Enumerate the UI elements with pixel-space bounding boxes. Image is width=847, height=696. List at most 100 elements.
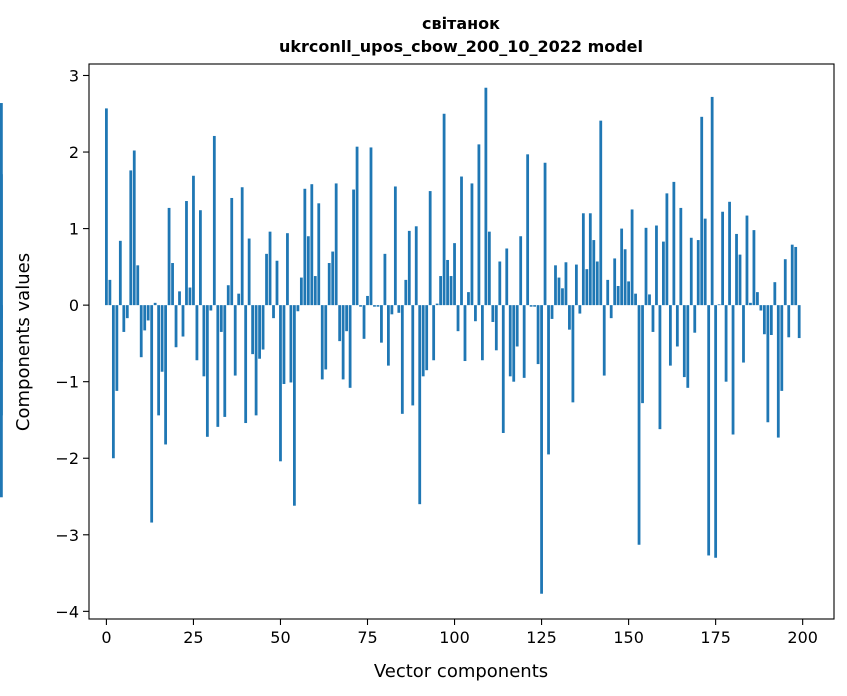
bar xyxy=(174,305,178,348)
x-tick-label: 150 xyxy=(613,628,644,647)
bar xyxy=(125,305,129,319)
x-tick-label: 0 xyxy=(101,628,111,647)
bar xyxy=(111,305,115,459)
bar xyxy=(143,305,147,331)
bar xyxy=(505,248,509,306)
bar xyxy=(581,213,585,306)
bar xyxy=(547,305,550,455)
bar xyxy=(331,251,335,306)
bar xyxy=(752,230,756,306)
bar xyxy=(306,236,310,306)
bar xyxy=(373,305,376,307)
bar xyxy=(554,265,557,306)
y-axis-label: Components values xyxy=(13,253,34,431)
bar xyxy=(272,305,275,319)
x-tick-label: 25 xyxy=(183,628,203,647)
bar xyxy=(195,305,199,361)
bar xyxy=(571,305,575,403)
bar xyxy=(526,154,530,306)
bar xyxy=(606,279,610,306)
bar xyxy=(735,233,738,306)
bar xyxy=(428,191,432,306)
bar xyxy=(265,253,268,306)
bar xyxy=(268,231,272,306)
bar xyxy=(623,249,627,306)
bar xyxy=(181,305,185,337)
bar xyxy=(668,305,672,366)
bar xyxy=(665,193,669,306)
bar xyxy=(122,305,126,332)
bar xyxy=(359,305,362,307)
bar xyxy=(380,305,383,343)
bar xyxy=(376,305,380,307)
bar xyxy=(672,181,676,306)
bar xyxy=(453,243,456,306)
bar xyxy=(432,305,436,361)
bar xyxy=(0,305,3,319)
bar xyxy=(707,305,711,556)
bar xyxy=(568,305,571,330)
bar xyxy=(199,210,202,306)
bar xyxy=(446,259,449,306)
bar xyxy=(150,305,154,523)
bar xyxy=(790,244,794,306)
bar xyxy=(766,305,770,423)
bar xyxy=(745,215,749,306)
bar xyxy=(393,186,397,306)
bar xyxy=(762,305,766,335)
bar xyxy=(588,213,592,306)
bar xyxy=(254,305,258,416)
bar xyxy=(662,241,665,306)
bar xyxy=(686,305,690,388)
bar xyxy=(487,231,491,306)
bar xyxy=(627,281,630,306)
bar xyxy=(387,305,390,366)
bar xyxy=(275,260,279,306)
bar xyxy=(212,135,216,306)
bar xyxy=(226,285,230,306)
bar xyxy=(783,259,787,306)
bar xyxy=(240,187,244,306)
bar xyxy=(620,228,624,306)
y-tick-label: −1 xyxy=(55,373,79,392)
bar xyxy=(714,305,718,558)
bar xyxy=(383,253,387,306)
bar xyxy=(742,305,745,363)
bar xyxy=(209,305,213,311)
bar xyxy=(797,305,801,339)
bar xyxy=(369,147,373,306)
bar xyxy=(543,162,547,306)
bar xyxy=(407,230,411,306)
bar xyxy=(460,176,463,306)
bar xyxy=(467,292,470,306)
bar xyxy=(146,305,150,321)
chart-subtitle: ukrconll_upos_cbow_200_10_2022 model xyxy=(279,37,643,56)
bar xyxy=(651,305,655,332)
plot-area-frame xyxy=(88,63,835,620)
bar xyxy=(512,305,516,382)
bar xyxy=(418,305,422,505)
bar xyxy=(630,209,634,306)
bar xyxy=(484,87,488,306)
bar xyxy=(595,261,599,306)
bar xyxy=(414,226,418,306)
bar xyxy=(773,282,777,306)
bar xyxy=(749,302,752,306)
bar xyxy=(317,203,321,306)
bar xyxy=(599,120,603,306)
bar xyxy=(738,254,742,306)
bar xyxy=(223,305,227,417)
bar xyxy=(230,197,234,306)
bar xyxy=(449,276,453,306)
bar xyxy=(171,263,174,306)
bar xyxy=(299,277,303,306)
bar xyxy=(602,305,606,376)
bar xyxy=(153,302,157,306)
bar xyxy=(355,146,359,306)
bar xyxy=(498,261,502,306)
bar xyxy=(421,305,425,377)
bar xyxy=(160,305,164,372)
bar xyxy=(313,276,317,306)
y-tick-label: 0 xyxy=(69,296,79,315)
bar xyxy=(219,305,223,332)
